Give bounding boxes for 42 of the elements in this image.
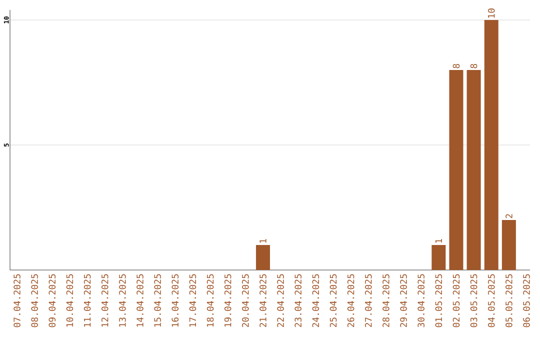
x-tick-label: 15.04.2025 — [154, 274, 161, 327]
data-label: 8 — [470, 64, 478, 68]
x-tick-label: 30.04.2025 — [418, 274, 424, 328]
x-tick-label: 12.04.2025 — [101, 274, 108, 327]
x-tick-label: 04.05.2025 — [488, 274, 495, 328]
x-tick-label: 05.05.2025 — [506, 274, 512, 328]
x-tick-label: 02.05.2025 — [452, 274, 460, 328]
x-tick-label: 16.04.2025 — [172, 274, 179, 327]
bar — [449, 70, 464, 270]
x-tick-label: 10.04.2025 — [66, 274, 74, 327]
data-label: 1 — [260, 238, 266, 243]
x-tick-label: 27.04.2025 — [364, 274, 372, 328]
x-tick-label: 11.04.2025 — [84, 274, 91, 327]
x-tick-label: 28.04.2025 — [382, 274, 390, 328]
data-label: 1 — [435, 238, 442, 243]
x-tick-label: 22.04.2025 — [277, 274, 284, 328]
bar — [432, 245, 446, 270]
x-tick-label: 29.04.2025 — [400, 274, 407, 328]
x-tick-label: 24.04.2025 — [312, 274, 320, 328]
x-tick-label: 14.04.2025 — [136, 274, 144, 327]
x-tick-label: 26.04.2025 — [347, 274, 354, 328]
bar — [466, 70, 481, 270]
data-label: 8 — [452, 64, 460, 68]
x-tick-label: 09.04.2025 — [48, 274, 56, 328]
x-tick-label: 03.05.2025 — [470, 274, 478, 328]
bar — [502, 220, 516, 270]
data-label: 10 — [488, 8, 495, 18]
x-tick-label: 20.04.2025 — [242, 274, 249, 328]
bar — [484, 20, 498, 270]
x-tick-label: 19.04.2025 — [224, 274, 232, 327]
x-tick-label: 23.04.2025 — [294, 274, 302, 328]
x-tick-label: 01.05.2025 — [435, 274, 442, 328]
x-tick-label: 25.04.2025 — [330, 274, 337, 328]
x-tick-label: 17.04.2025 — [189, 274, 196, 327]
x-tick-label: 18.04.2025 — [206, 274, 214, 327]
x-tick-label: 08.04.2025 — [31, 274, 38, 328]
bar — [256, 245, 270, 270]
x-tick-label: 07.04.2025 — [14, 274, 20, 328]
x-tick-label: 06.05.2025 — [523, 274, 530, 328]
x-tick-label: 21.04.2025 — [260, 274, 266, 328]
data-label: 2 — [506, 214, 512, 218]
x-tick-label: 13.04.2025 — [119, 274, 126, 327]
